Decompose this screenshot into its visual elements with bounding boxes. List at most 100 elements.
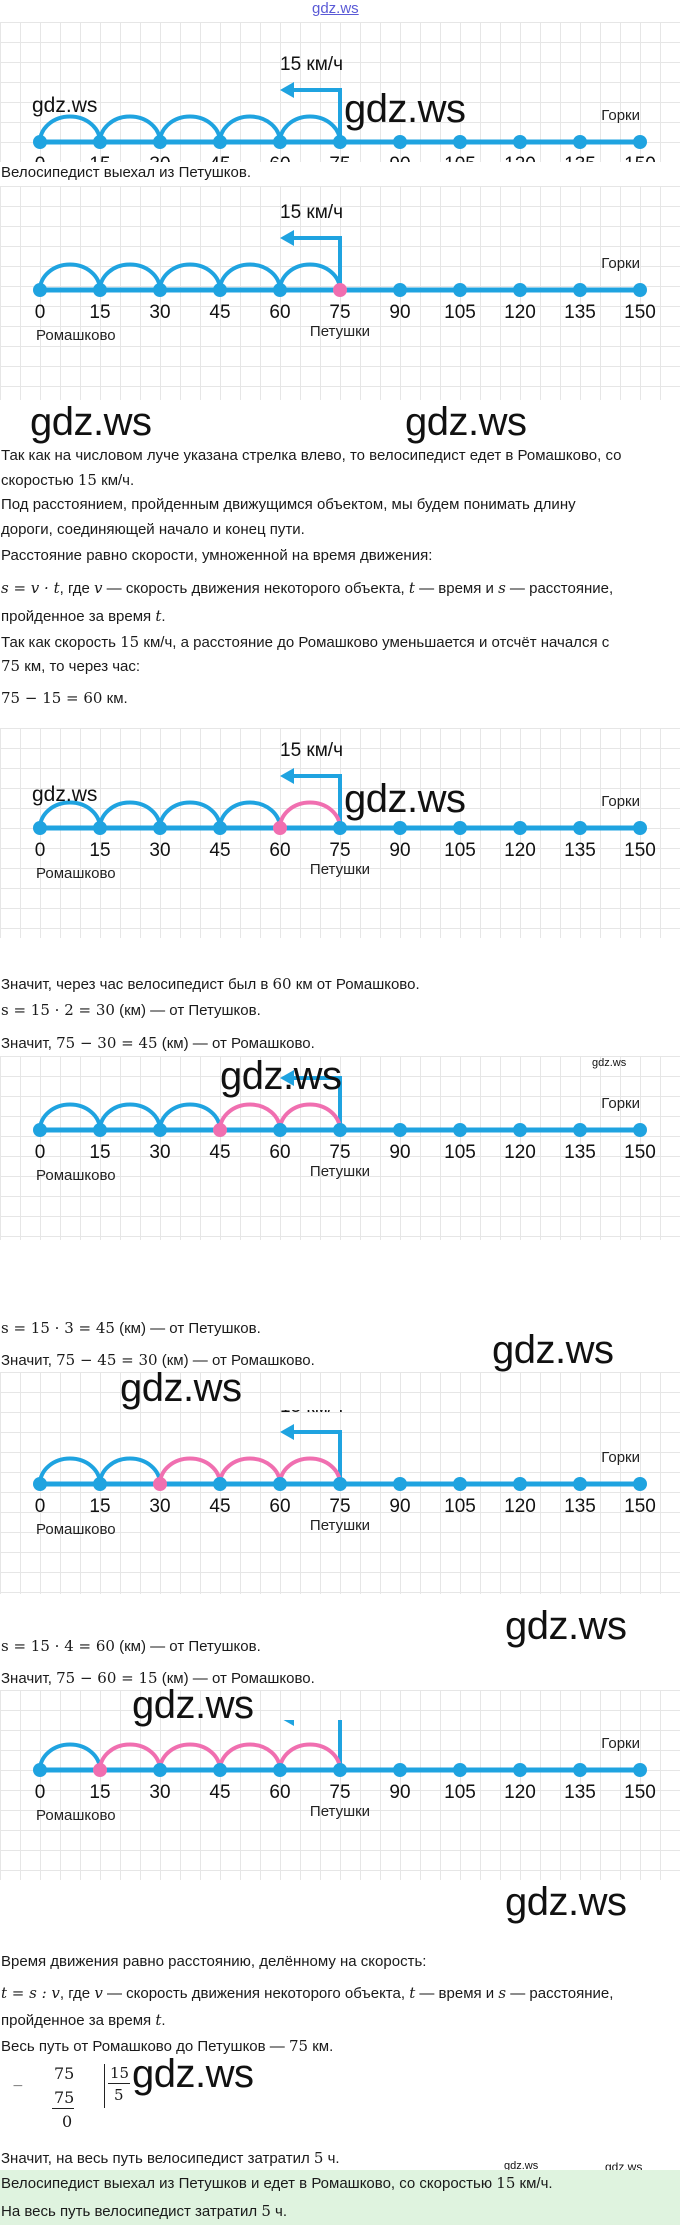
watermark: gdz.ws <box>344 777 466 821</box>
text-line: пройденное за время t. <box>1 606 166 627</box>
division-dividend: 75 <box>54 2064 75 2083</box>
math-formula: 75 − 45 = 30 <box>56 1351 158 1369</box>
tick-label: 105 <box>444 154 476 162</box>
tick-point <box>633 821 647 835</box>
watermark: gdz.ws <box>30 400 152 444</box>
watermark: gdz.ws <box>592 1057 627 1069</box>
tick-label: 105 <box>444 1782 476 1803</box>
tick-label: 120 <box>504 302 536 323</box>
tick-label: 15 <box>89 840 110 861</box>
text-span: км. <box>308 2038 334 2055</box>
watermark: gdz.ws <box>344 87 466 131</box>
end-label: Горки <box>601 1449 640 1466</box>
tick-label: 90 <box>389 154 410 162</box>
start-label: Ромашково <box>36 1521 116 1538</box>
tick-point <box>573 1123 587 1137</box>
tick-point <box>93 1477 107 1491</box>
arrow-head <box>280 82 294 98</box>
tick-point <box>393 1123 407 1137</box>
tick-point <box>33 821 47 835</box>
text-line: Значит, 75 − 30 = 45 (км) — от Ромашково… <box>1 1033 315 1054</box>
math-var: t <box>408 579 415 597</box>
text-span: Значит, <box>1 1035 57 1052</box>
speed-label: 15 км/ч <box>280 54 343 75</box>
tick-label: 15 <box>89 154 110 162</box>
watermark: gdz.ws <box>492 1328 614 1372</box>
math-number: 15 <box>120 633 140 651</box>
tick-point <box>573 1763 587 1777</box>
watermark: gdz.ws <box>32 94 98 117</box>
math-number: 75 <box>288 2037 309 2055</box>
tick-label: 45 <box>209 302 230 323</box>
tick-point <box>393 821 407 835</box>
text-span: пройденное за время <box>1 2012 156 2029</box>
number-line-diagram-5: 15 км/ч 0 15 30 45 60 75 90 105 120 135 150 Горки Ром… <box>33 1410 656 1538</box>
segment-arc <box>38 262 102 291</box>
segment-arc <box>98 800 162 829</box>
tick-label: 105 <box>444 1142 476 1163</box>
text-line: дороги, соединяющей начало и конец пути. <box>1 521 305 538</box>
tick-point <box>453 1763 467 1777</box>
tick-label: 90 <box>389 1142 410 1163</box>
tick-label: 45 <box>209 1782 230 1803</box>
tick-point <box>153 1123 167 1137</box>
tick-label: 75 <box>329 840 350 861</box>
math-formula: s = 15 · 2 = 30 <box>1 1001 115 1019</box>
traveled-arc <box>158 1456 222 1485</box>
tick-label: 75 <box>329 302 350 323</box>
site-header-logo[interactable]: gdz.ws <box>312 0 359 17</box>
tick-point <box>213 1763 227 1777</box>
text-span: — время и <box>415 1985 499 2002</box>
tick-point <box>513 1763 527 1777</box>
tick-point <box>573 283 587 297</box>
tick-point <box>93 283 107 297</box>
answer-highlight <box>0 2170 680 2225</box>
text-line: Так как скорость 15 км/ч, а расстояние д… <box>1 632 609 653</box>
text-line: Значит, на весь путь велосипедист затрат… <box>1 2148 340 2169</box>
text-span: км, то через час: <box>20 658 141 675</box>
tick-label: 120 <box>504 1142 536 1163</box>
tick-label: 135 <box>564 1782 596 1803</box>
long-division: − 75 75 0 15 5 <box>0 2060 140 2134</box>
tick-label: 60 <box>269 840 290 861</box>
tick-point <box>333 135 347 149</box>
text-line: Расстояние равно скорости, умноженной на… <box>1 547 433 564</box>
tick-point <box>153 283 167 297</box>
text-line: Так как на числовом луче указана стрелка… <box>1 447 622 464</box>
math-var: t <box>409 1984 416 2002</box>
segment-arc <box>158 262 222 291</box>
text-span: Значит, <box>1 1670 57 1687</box>
tick-point <box>573 1477 587 1491</box>
watermark: gdz.ws <box>120 1366 242 1410</box>
math-var: s <box>498 1984 507 2002</box>
tick-point <box>633 283 647 297</box>
text-line: Под расстоянием, пройденным движущимся о… <box>1 496 576 513</box>
math-var: v <box>94 1984 103 2002</box>
tick-point <box>453 1123 467 1137</box>
tick-point <box>633 135 647 149</box>
speed-label: 15 км/ч <box>280 202 343 223</box>
tick-point <box>33 135 47 149</box>
tick-point <box>93 1763 107 1777</box>
text-span: скоростью <box>1 472 78 489</box>
division-divisor: 15 <box>110 2064 130 2082</box>
tick-label: 0 <box>35 154 46 162</box>
math-number: 5 <box>313 2149 324 2167</box>
traveled-arc <box>278 800 342 829</box>
text-line: s = 15 · 2 = 30 (км) — от Петушков. <box>1 1000 261 1021</box>
tick-label: 75 <box>329 154 350 162</box>
tick-point <box>273 1123 287 1137</box>
tick-point <box>273 821 287 835</box>
math-number: 15 <box>496 2174 516 2192</box>
text-line: 75 км, то через час: <box>1 656 140 677</box>
tick-point <box>453 283 467 297</box>
tick-label: 90 <box>389 1496 410 1517</box>
tick-label: 150 <box>624 840 656 861</box>
text-line: Весь путь от Ромашково до Петушков — 75 … <box>1 2036 333 2057</box>
tick-point <box>393 1477 407 1491</box>
start-label: Ромашково <box>36 1167 116 1184</box>
segment-arc <box>218 800 282 829</box>
text-span: — время и <box>414 580 499 597</box>
tick-label: 60 <box>269 302 290 323</box>
arrow-head <box>280 230 294 246</box>
